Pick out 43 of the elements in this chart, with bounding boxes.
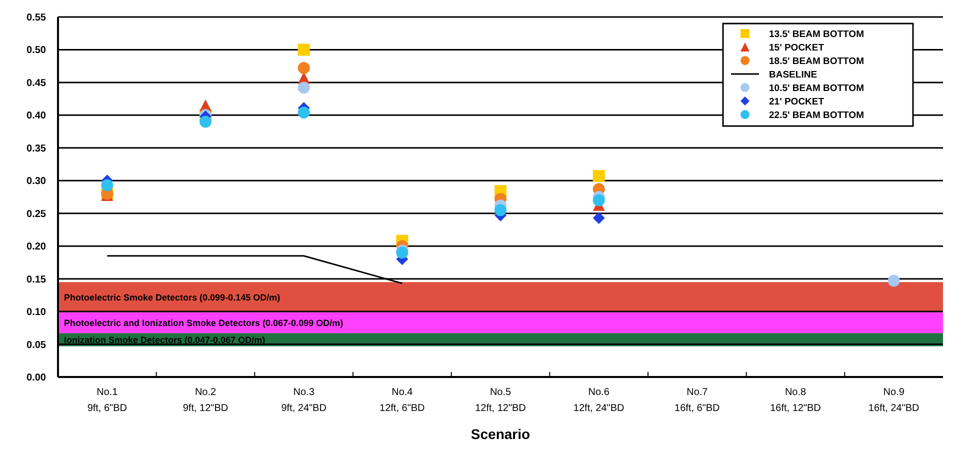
y-tick-label: 0.55: [26, 12, 46, 24]
y-tick-label: 0.30: [26, 176, 46, 188]
legend-label: 21' POCKET: [769, 96, 824, 108]
x-tick-label: No.3 9ft, 24"BD: [281, 387, 326, 414]
y-tick-label: 0.20: [26, 242, 46, 253]
point: [888, 274, 900, 287]
band-label: Photoelectric and Ionization Smoke Detectors (0.067-0.099 OD/m): [64, 318, 344, 328]
point: [298, 106, 310, 119]
point: [592, 194, 605, 206]
point: [592, 212, 605, 224]
band-label: Photoelectric Smoke Detectors (0.099-0.145 OD/m): [64, 292, 280, 303]
x-tick-label: No.5 12ft, 12"BD: [475, 387, 526, 414]
legend-label: 10.5' BEAM BOTTOM: [769, 83, 864, 94]
legend-label: 13.5' BEAM BOTTOM: [769, 29, 864, 40]
legend-label: 15' POCKET: [769, 42, 824, 54]
y-tick-label: 0.45: [26, 78, 46, 89]
legend-label: 18.5' BEAM BOTTOM: [769, 56, 864, 68]
point: [298, 62, 310, 74]
y-tick-label: 0.50: [26, 45, 46, 56]
point: [200, 116, 212, 128]
point: [494, 204, 506, 216]
x-tick-label: No.8 16ft, 12"BD: [770, 387, 821, 414]
x-axis-title: Scenario: [470, 426, 530, 442]
x-tick-label: No.9 16ft, 24"BD: [868, 387, 920, 414]
x-tick-label: No.4 12ft, 6"BD: [380, 387, 425, 414]
x-tick-label: No.6 12ft, 24"BD: [573, 387, 624, 414]
point: [592, 170, 605, 182]
x-tick-label: No.7 16ft, 6"BD: [674, 387, 720, 414]
y-tick-label: 0.40: [26, 110, 46, 122]
y-tick-label: 0.05: [26, 340, 46, 351]
y-tick-label: 0.00: [26, 372, 46, 384]
legend-label: BASELINE: [769, 70, 818, 81]
y-tick-label: 0.15: [26, 274, 46, 286]
y-tick-label: 0.25: [26, 208, 46, 220]
point: [101, 179, 114, 192]
point: [298, 82, 310, 94]
y-tick-label: 0.35: [26, 143, 46, 154]
band-label: Ionization Smoke Detectors (0.047-0.067 OD/m): [64, 335, 266, 346]
x-tick-label: No.1 9ft, 6"BD: [87, 387, 128, 414]
y-tick-label: 0.10: [26, 307, 46, 318]
legend-label: 22.5' BEAM BOTTOM: [769, 110, 864, 122]
x-tick-label: No.2 9ft, 12"BD: [182, 387, 228, 414]
point: [298, 44, 310, 56]
